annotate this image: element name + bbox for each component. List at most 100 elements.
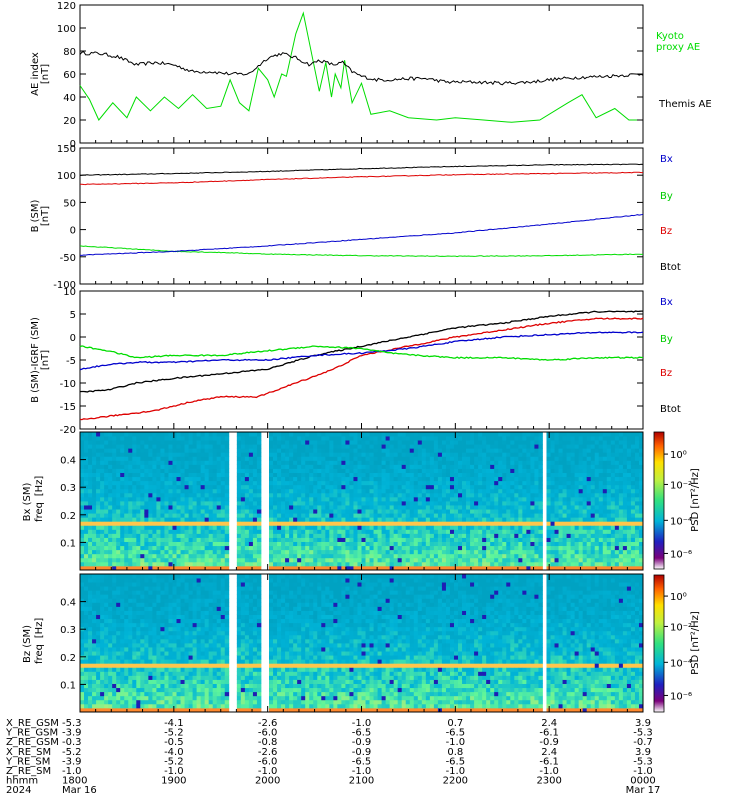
spectrogram-cell: [244, 521, 250, 526]
spectrogram-cell: [212, 472, 218, 478]
spectrogram-cell: [554, 460, 559, 465]
spectrogram-cell: [208, 521, 214, 526]
spectrogram-cell: [421, 460, 427, 465]
spectrogram-cell: [445, 480, 451, 486]
spectrogram-cell: [546, 525, 551, 530]
spectrogram-cell: [208, 456, 214, 461]
spectrogram-cell: [530, 488, 535, 494]
spectrogram-cell: [490, 460, 495, 465]
spectrogram-cell: [96, 533, 101, 538]
spectrogram-cell: [80, 651, 85, 656]
spectrogram-cell: [538, 517, 543, 522]
spectrogram-cell: [160, 468, 165, 473]
spectrogram-cell: [321, 553, 326, 559]
spectrogram-cell: [622, 513, 628, 518]
spectrogram-cell: [152, 561, 157, 567]
spectrogram-cell: [128, 505, 133, 510]
spectrogram-cell: [92, 606, 97, 611]
spectrogram-cell: [325, 472, 330, 478]
spectrogram-cell: [550, 464, 555, 469]
spectrogram-cell: [80, 480, 85, 486]
spectrogram-cell: [168, 484, 173, 490]
spectrogram-cell: [248, 525, 254, 530]
spectrogram-cell: [510, 456, 515, 461]
spectrogram-cell: [248, 545, 254, 551]
spectrogram-cell: [281, 537, 286, 542]
spectrogram-cell: [498, 484, 503, 490]
spectrogram-cell: [208, 529, 214, 534]
spectrogram-cell: [389, 561, 395, 567]
spectrogram-cell: [498, 440, 503, 445]
spectrogram-cell: [224, 537, 230, 542]
spectrogram-cell: [365, 444, 370, 449]
spectrogram-cell: [208, 517, 214, 522]
spectrogram-cell: [377, 565, 383, 571]
spectrogram-cell: [365, 492, 370, 498]
spectrogram-cell: [277, 553, 282, 559]
spectrogram-cell: [550, 533, 555, 538]
spectrogram-cell: [281, 533, 286, 538]
spectrogram-cell: [337, 476, 342, 482]
spectrogram-cell: [80, 509, 85, 514]
spectrogram-cell: [128, 553, 133, 559]
spectrogram-cell: [478, 476, 483, 482]
spectrogram-cell: [220, 537, 226, 542]
spectrogram-cell: [534, 472, 539, 478]
spectrogram-cell: [453, 460, 459, 465]
spectrogram-cell: [373, 448, 378, 453]
spectrogram-cell: [630, 545, 636, 551]
spectrogram-cell: [80, 659, 85, 664]
spectrogram-cell: [188, 484, 193, 490]
spectrogram-cell: [160, 549, 165, 555]
spectrogram-cell: [630, 521, 636, 526]
spectrogram-cell: [256, 468, 262, 473]
spectrogram-cell: [164, 509, 169, 514]
spectrogram-cell: [301, 436, 306, 441]
spectrogram-cell: [188, 501, 193, 506]
spectrogram-cell: [377, 541, 383, 547]
spectrogram-cell: [474, 545, 479, 551]
spectrogram-cell: [224, 480, 230, 486]
spectrogram-cell: [562, 553, 567, 559]
spectrogram-cell: [124, 699, 129, 705]
spectrogram-cell: [369, 549, 374, 555]
spectrogram-cell: [208, 561, 214, 567]
spectrogram-cell: [634, 537, 640, 542]
spectrogram-cell: [108, 655, 113, 660]
spectrogram-cell: [104, 626, 109, 632]
spectrogram-cell: [494, 561, 499, 567]
spectrogram-cell: [160, 480, 165, 486]
spectrogram-cell: [80, 663, 85, 668]
spectrogram-cell: [277, 533, 282, 538]
spectrogram-cell: [409, 509, 415, 514]
spectrogram-cell: [248, 464, 254, 469]
spectrogram-cell: [240, 488, 246, 494]
spectrogram-cell: [401, 525, 407, 530]
spectrogram-cell: [337, 549, 342, 555]
spectrogram-cell: [385, 460, 391, 465]
spectrogram-cell: [120, 651, 125, 656]
spectrogram-cell: [610, 505, 616, 510]
spectrogram-cell: [401, 480, 407, 486]
spectrogram-cell: [550, 565, 555, 571]
spectrogram-cell: [108, 553, 113, 559]
spectrogram-cell: [433, 541, 439, 547]
spectrogram-cell: [156, 496, 161, 502]
spectrogram-cell: [180, 468, 185, 473]
spectrogram-cell: [502, 529, 507, 534]
spectrogram-cell: [216, 509, 222, 514]
spectrogram-cell: [458, 440, 463, 445]
spectrogram-cell: [550, 517, 555, 522]
spectrogram-cell: [610, 513, 616, 518]
spectrogram-cell: [357, 484, 362, 490]
spectrogram-cell: [478, 545, 483, 551]
spectrogram-cell: [389, 509, 395, 514]
spectrogram-cell: [301, 464, 306, 469]
spectrogram-cell: [586, 533, 592, 538]
spectrogram-cell: [413, 565, 419, 571]
spectrogram-cell: [164, 529, 169, 534]
spectrogram-cell: [598, 537, 604, 542]
spectrogram-cell: [530, 456, 535, 461]
spectrogram-cell: [92, 460, 97, 465]
spectrogram-cell: [112, 638, 117, 644]
